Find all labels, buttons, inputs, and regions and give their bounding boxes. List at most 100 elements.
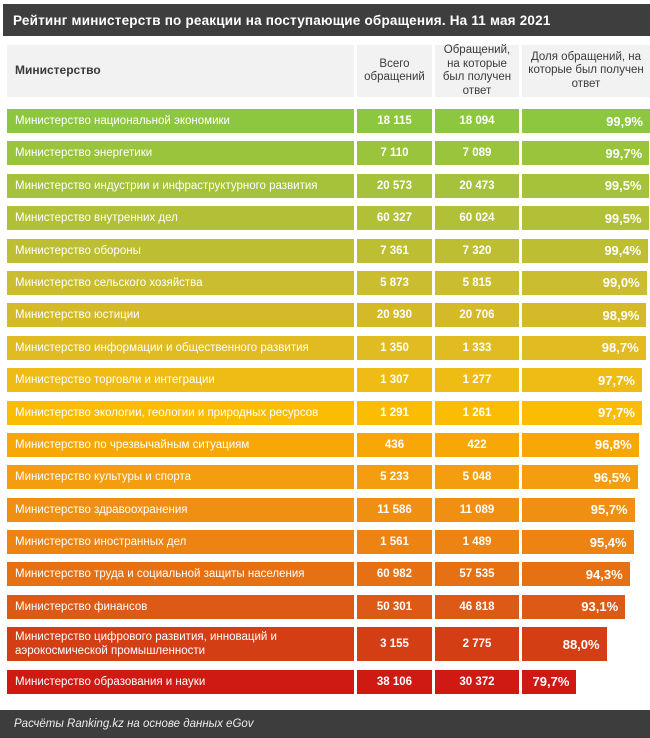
share-bar-track: 95,7% <box>522 497 650 522</box>
answered-appeals-value: 20 473 <box>435 173 519 198</box>
answered-appeals-value: 1 333 <box>435 335 519 360</box>
share-percent-value: 99,4% <box>604 243 642 259</box>
ministry-name: Министерство индустрии и инфраструктурно… <box>7 173 354 198</box>
share-bar: 88,0% <box>522 627 607 662</box>
share-percent-value: 98,7% <box>601 340 639 356</box>
table-row: Министерство сельского хозяйства 5 873 5… <box>7 270 650 295</box>
table-row: Министерство индустрии и инфраструктурно… <box>7 173 650 198</box>
share-bar: 95,7% <box>522 497 635 522</box>
total-appeals-value: 60 327 <box>357 206 432 231</box>
answered-appeals-value: 1 261 <box>435 400 519 425</box>
total-appeals-value: 1 350 <box>357 335 432 360</box>
table-row: Министерство юстиции 20 930 20 706 98,9% <box>7 303 650 328</box>
share-bar-track: 99,0% <box>522 270 650 295</box>
total-appeals-value: 18 115 <box>357 109 432 133</box>
ministry-name: Министерство внутренних дел <box>7 206 354 231</box>
table-row: Министерство культуры и спорта 5 233 5 0… <box>7 465 650 490</box>
table-row: Министерство труда и социальной защиты н… <box>7 562 650 587</box>
ministry-name: Министерство здравоохранения <box>7 497 354 522</box>
share-bar-track: 95,4% <box>522 530 650 555</box>
ministry-name: Министерство иностранных дел <box>7 530 354 555</box>
share-bar: 98,7% <box>522 335 646 360</box>
answered-appeals-value: 5 048 <box>435 465 519 490</box>
share-percent-value: 95,4% <box>589 534 627 550</box>
table-row: Министерство цифрового развития, инновац… <box>7 627 650 662</box>
answered-appeals-value: 5 815 <box>435 270 519 295</box>
share-bar-track: 94,3% <box>522 562 650 587</box>
ministry-name: Министерство торговли и интеграции <box>7 368 354 393</box>
share-bar: 99,4% <box>522 238 649 263</box>
share-percent-value: 94,3% <box>585 566 623 582</box>
ministry-name: Министерство культуры и спорта <box>7 465 354 490</box>
share-percent-value: 95,7% <box>590 502 628 518</box>
total-appeals-value: 3 155 <box>357 627 432 662</box>
share-bar: 93,1% <box>522 594 626 619</box>
answered-appeals-value: 30 372 <box>435 669 519 694</box>
answered-appeals-value: 422 <box>435 432 519 457</box>
table-row: Министерство по чрезвычайным ситуациям 4… <box>7 432 650 457</box>
share-bar-track: 99,9% <box>522 109 650 133</box>
ministry-name: Министерство информации и общественного … <box>7 335 354 360</box>
share-bar-track: 99,4% <box>522 238 650 263</box>
page-title: Рейтинг министерств по реакции на поступ… <box>13 12 551 28</box>
share-bar-track: 98,9% <box>522 303 650 328</box>
ministry-name: Министерство энергетики <box>7 141 354 166</box>
share-percent-value: 99,0% <box>602 275 640 291</box>
share-bar-track: 99,5% <box>522 206 650 231</box>
answered-appeals-value: 11 089 <box>435 497 519 522</box>
total-appeals-value: 50 301 <box>357 594 432 619</box>
share-percent-value: 97,7% <box>598 372 635 388</box>
answered-appeals-value: 20 706 <box>435 303 519 328</box>
share-percent-value: 98,9% <box>602 307 640 323</box>
share-percent-value: 99,5% <box>604 210 642 226</box>
ministry-name: Министерство экологии, геологии и природ… <box>7 400 354 425</box>
column-header-total: Всего обращений <box>357 45 432 97</box>
share-bar: 97,7% <box>522 368 642 393</box>
share-bar-track: 98,7% <box>522 335 650 360</box>
table-header-row: Министерство Всего обращений Обращений, … <box>7 44 650 97</box>
share-bar: 99,0% <box>522 270 647 295</box>
answered-appeals-value: 1 277 <box>435 368 519 393</box>
share-percent-value: 96,5% <box>593 469 631 485</box>
ministry-name: Министерство сельского хозяйства <box>7 270 354 295</box>
total-appeals-value: 5 233 <box>357 465 432 490</box>
total-appeals-value: 38 106 <box>357 669 432 694</box>
table-row: Министерство внутренних дел 60 327 60 02… <box>7 206 650 231</box>
share-percent-value: 96,8% <box>594 437 632 453</box>
total-appeals-value: 1 307 <box>357 368 432 393</box>
total-appeals-value: 20 573 <box>357 173 432 198</box>
share-percent-value: 97,7% <box>598 405 635 421</box>
answered-appeals-value: 7 089 <box>435 141 519 166</box>
total-appeals-value: 1 291 <box>357 400 432 425</box>
table-row: Министерство информации и общественного … <box>7 335 650 360</box>
table-row: Министерство энергетики 7 110 7 089 99,7… <box>7 141 650 166</box>
table-row: Министерство национальной экономики 18 1… <box>7 109 650 133</box>
answered-appeals-value: 2 775 <box>435 627 519 662</box>
table-row: Министерство финансов 50 301 46 818 93,1… <box>7 594 650 619</box>
total-appeals-value: 5 873 <box>357 270 432 295</box>
total-appeals-value: 60 982 <box>357 562 432 587</box>
ministry-name: Министерство труда и социальной защиты н… <box>7 562 354 587</box>
ministry-name: Министерство по чрезвычайным ситуациям <box>7 432 354 457</box>
answered-appeals-value: 46 818 <box>435 594 519 619</box>
share-percent-value: 99,5% <box>604 178 642 194</box>
answered-appeals-value: 1 489 <box>435 530 519 555</box>
table-row: Министерство обороны 7 361 7 320 99,4% <box>7 238 650 263</box>
ministry-name: Министерство образования и науки <box>7 669 354 694</box>
total-appeals-value: 1 561 <box>357 530 432 555</box>
table-row: Министерство торговли и интеграции 1 307… <box>7 368 650 393</box>
table-body: Министерство национальной экономики 18 1… <box>7 109 650 694</box>
table-row: Министерство иностранных дел 1 561 1 489… <box>7 530 650 555</box>
share-bar: 95,4% <box>522 530 634 555</box>
answered-appeals-value: 57 535 <box>435 562 519 587</box>
answered-appeals-value: 60 024 <box>435 206 519 231</box>
ministry-name: Министерство национальной экономики <box>7 109 354 133</box>
source-note: Расчёты Ranking.kz на основе данных eGov <box>14 718 254 730</box>
share-percent-value: 93,1% <box>581 599 619 615</box>
share-bar: 99,5% <box>522 206 649 231</box>
footer-bar: Расчёты Ranking.kz на основе данных eGov <box>0 710 650 738</box>
total-appeals-value: 7 110 <box>357 141 432 166</box>
total-appeals-value: 7 361 <box>357 238 432 263</box>
title-bar: Рейтинг министерств по реакции на поступ… <box>3 4 650 36</box>
total-appeals-value: 436 <box>357 432 432 457</box>
